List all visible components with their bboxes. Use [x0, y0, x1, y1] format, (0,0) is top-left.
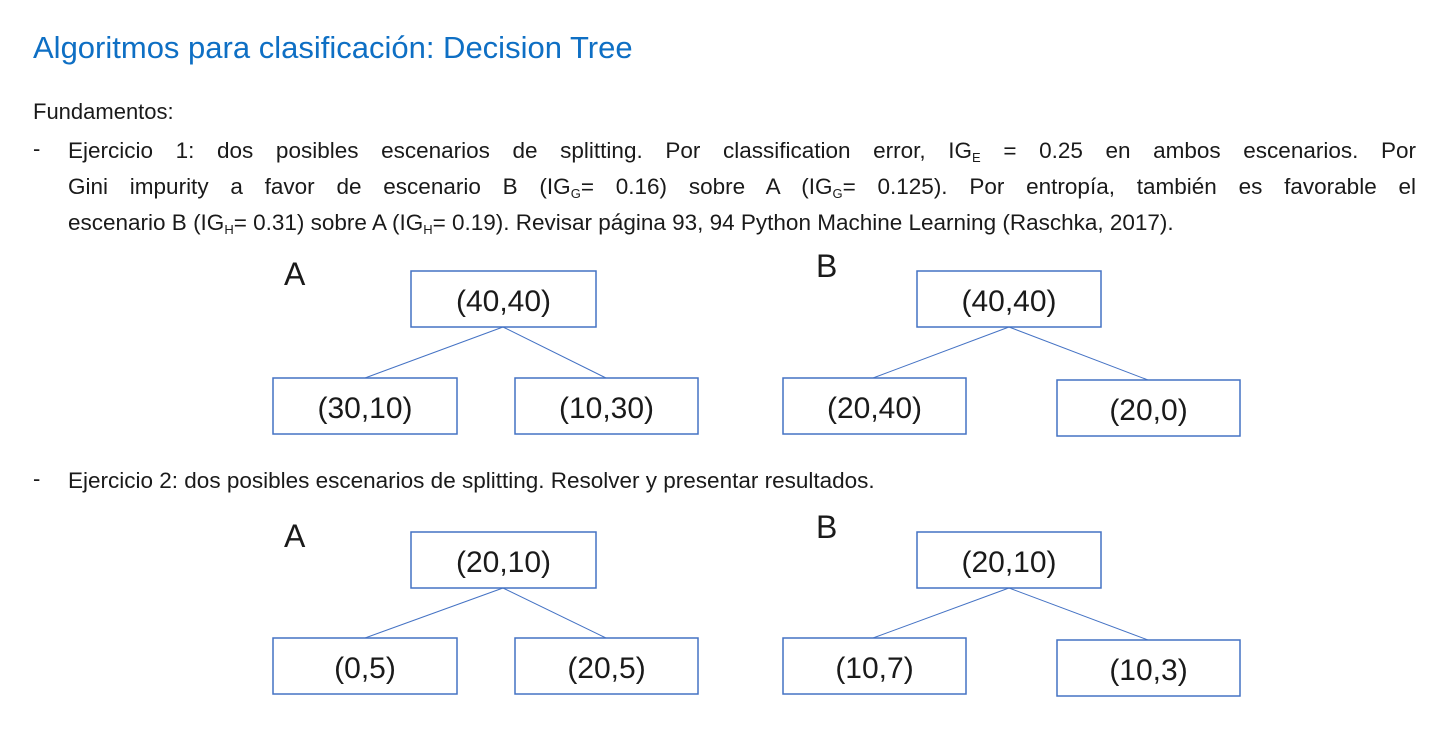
tree-label: B	[816, 248, 837, 284]
tree-ex1-a: A (40,40) (30,10) (10,30)	[272, 256, 699, 435]
exercise-1-line-3: escenario B (IGH= 0.31) sobre A (IGH= 0.…	[68, 210, 1174, 237]
tree-label: B	[816, 509, 837, 545]
tree-ex2-a: A (20,10) (0,5) (20,5)	[272, 518, 699, 695]
tree-left-value: (30,10)	[317, 392, 412, 425]
tree-left-value: (10,7)	[835, 652, 913, 685]
tree-root-node	[916, 531, 1102, 589]
tree-right-node	[1056, 379, 1241, 437]
tree-right-value: (10,30)	[559, 392, 654, 425]
tree-edge	[872, 587, 1010, 639]
tree-left-node	[272, 637, 458, 695]
tree-label: A	[284, 518, 306, 554]
page-title: Algoritmos para clasificación: Decision …	[33, 30, 633, 65]
tree-edge	[502, 326, 607, 379]
tree-root-value: (40,40)	[456, 285, 551, 318]
exercise-1-line-2: Gini impurity a favor de escenario B (IG…	[68, 174, 1417, 201]
tree-edge	[502, 587, 607, 639]
tree-left-value: (0,5)	[334, 652, 396, 685]
tree-right-value: (20,5)	[567, 652, 645, 685]
tree-root-value: (20,10)	[456, 546, 551, 579]
section-label: Fundamentos:	[33, 99, 174, 124]
tree-left-node	[782, 637, 967, 695]
tree-right-value: (10,3)	[1109, 654, 1187, 687]
tree-edge	[1008, 587, 1149, 641]
tree-root-node	[410, 531, 597, 589]
tree-root-value: (20,10)	[961, 546, 1056, 579]
tree-root-value: (40,40)	[961, 285, 1056, 318]
tree-edge	[1008, 326, 1149, 381]
exercise-1-text: Ejercicio 1: dos posibles escenarios de …	[68, 133, 1416, 241]
tree-right-node	[514, 637, 699, 695]
tree-edge	[364, 587, 504, 639]
tree-edge	[364, 326, 504, 379]
tree-root-node	[410, 270, 597, 328]
tree-label: A	[284, 256, 306, 292]
bullet-marker-1: -	[33, 136, 41, 161]
tree-left-node	[782, 377, 967, 435]
exercise-2-text: Ejercicio 2: dos posibles escenarios de …	[68, 463, 1416, 499]
tree-right-value: (20,0)	[1109, 394, 1187, 427]
bullet-marker-2: -	[33, 466, 41, 491]
tree-right-node	[1056, 639, 1241, 697]
tree-ex2-b: B (20,10) (10,7) (10,3)	[782, 509, 1241, 697]
tree-ex1-b: B (40,40) (20,40) (20,0)	[782, 248, 1241, 437]
tree-right-node	[514, 377, 699, 435]
tree-left-value: (20,40)	[827, 392, 922, 425]
tree-edge	[872, 326, 1010, 379]
tree-root-node	[916, 270, 1102, 328]
exercise-1-line-1: Ejercicio 1: dos posibles escenarios de …	[68, 138, 1416, 165]
exercise-2-line: Ejercicio 2: dos posibles escenarios de …	[68, 468, 875, 493]
tree-left-node	[272, 377, 458, 435]
